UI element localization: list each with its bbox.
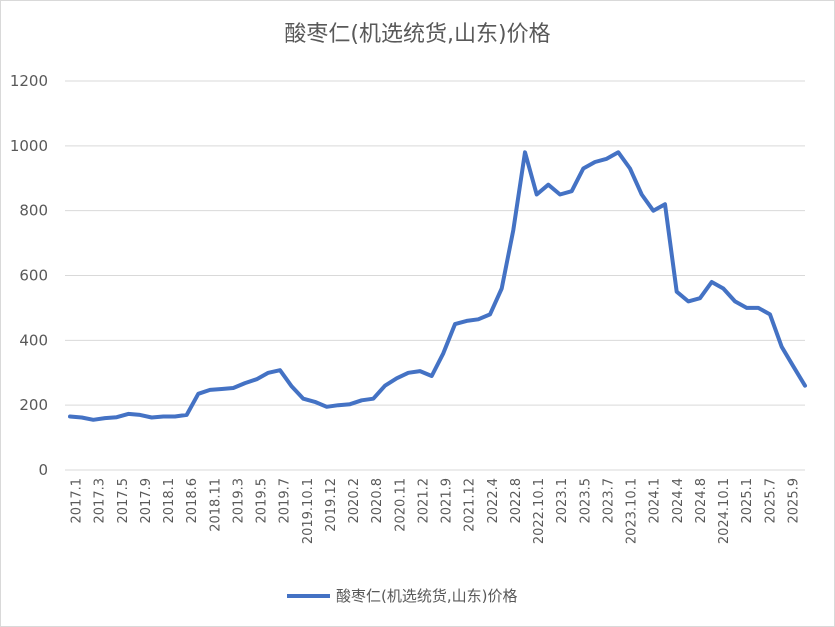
x-tick-label: 2022.8: [509, 478, 524, 524]
x-tick-label: 2021.2: [416, 478, 431, 524]
x-tick-label: 2019.3: [231, 478, 246, 524]
x-tick-label: 2019.10.1: [301, 478, 316, 544]
x-axis-ticks: 2017.1 2017.3 2017.5 2017.9 2018.1 2018.6 2018…: [70, 478, 802, 544]
x-tick-label: 2025.7: [763, 478, 778, 524]
x-tick-label: 2024.1: [648, 478, 663, 524]
y-axis-ticks: 0 200 400 600 800 1000 1200: [10, 72, 48, 479]
x-tick-label: 2020.11: [393, 478, 408, 532]
x-tick-label: 2020.2: [347, 478, 362, 524]
y-tick-label: 200: [19, 396, 48, 414]
x-tick-label: 2023.1: [555, 478, 570, 524]
y-tick-label: 800: [19, 202, 48, 220]
y-tick-label: 0: [38, 461, 48, 479]
series-line: [68, 150, 807, 422]
x-tick-label: 2017.5: [116, 478, 131, 524]
y-tick-label: 600: [19, 267, 48, 285]
legend-entry: 酸枣仁(机选统货,山东)价格: [336, 587, 518, 605]
y-tick-label: 1200: [10, 72, 48, 90]
x-tick-label: 2024.10.1: [717, 478, 732, 544]
y-tick-label: 400: [19, 331, 48, 349]
x-tick-label: 2022.4: [486, 478, 501, 524]
x-tick-label: 2025.1: [740, 478, 755, 524]
x-tick-label: 2023.5: [578, 478, 593, 524]
x-tick-label: 2019.7: [278, 478, 293, 524]
x-tick-label: 2021.12: [463, 478, 478, 532]
x-tick-label: 2019.5: [255, 478, 270, 524]
x-tick-label: 2023.10.1: [625, 478, 640, 544]
x-tick-label: 2018.1: [162, 478, 177, 524]
x-tick-label: 2022.10.1: [532, 478, 547, 544]
x-tick-label: 2021.9: [440, 478, 455, 524]
x-tick-label: 2023.7: [601, 478, 616, 524]
y-tick-label: 1000: [10, 137, 48, 155]
x-tick-label: 2024.8: [694, 478, 709, 524]
x-tick-label: 2018.11: [208, 478, 223, 532]
x-tick-label: 2024.4: [671, 478, 686, 524]
x-tick-label: 2019.12: [324, 478, 339, 532]
gridlines: [65, 80, 805, 471]
x-tick-label: 2017.3: [93, 478, 108, 524]
x-tick-label: 2017.9: [139, 478, 154, 524]
x-tick-label: 2025.9: [786, 478, 801, 524]
x-tick-label: 2018.6: [185, 478, 200, 524]
x-tick-label: 2020.8: [370, 478, 385, 524]
chart-title: 酸枣仁(机选统货,山东)价格: [284, 22, 551, 47]
x-tick-label: 2017.1: [70, 478, 85, 524]
